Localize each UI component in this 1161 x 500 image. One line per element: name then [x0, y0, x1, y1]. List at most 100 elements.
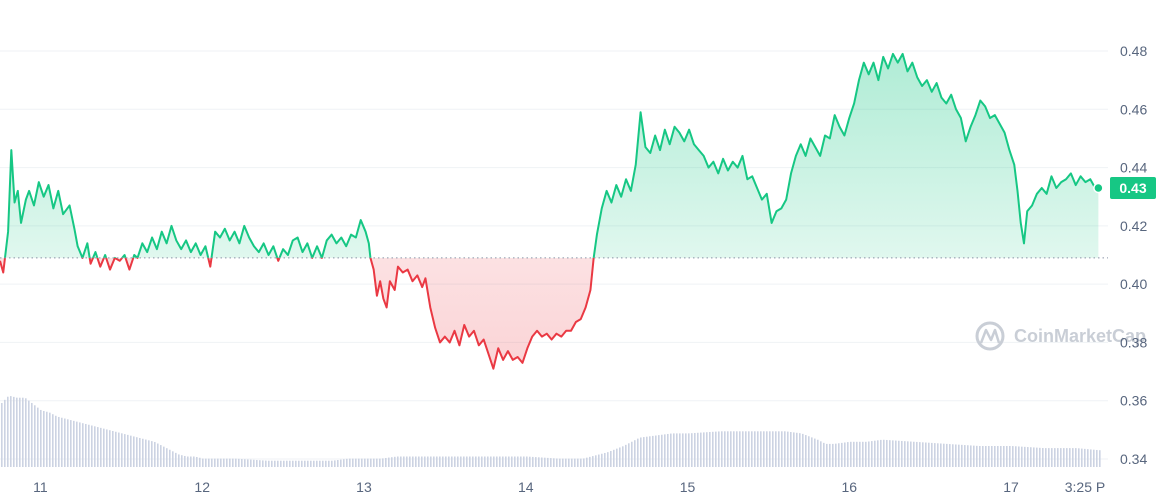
- volume-bar: [319, 460, 321, 467]
- volume-bar: [52, 414, 54, 467]
- volume-bar: [988, 446, 990, 467]
- volume-bar: [1051, 448, 1053, 467]
- volume-bar: [493, 456, 495, 467]
- volume-bar: [544, 457, 546, 467]
- volume-bar: [157, 443, 159, 467]
- volume-bar: [358, 458, 360, 467]
- volume-bar: [955, 444, 957, 467]
- volume-bar: [895, 440, 897, 467]
- volume-bar: [523, 456, 525, 467]
- volume-bar: [334, 460, 336, 467]
- volume-bar: [514, 456, 516, 467]
- volume-bar: [484, 456, 486, 467]
- volume-bar: [448, 456, 450, 467]
- x-tick-label: 14: [518, 479, 534, 495]
- volume-bar: [88, 424, 90, 467]
- volume-bar: [19, 397, 21, 467]
- volume-bar: [700, 432, 702, 467]
- volume-bar: [337, 460, 339, 467]
- volume-bar: [556, 458, 558, 467]
- volume-bar: [751, 431, 753, 467]
- volume-bar: [223, 458, 225, 467]
- volume-bar: [784, 431, 786, 467]
- volume-bar: [832, 443, 834, 467]
- volume-bar: [961, 444, 963, 467]
- volume-bar: [694, 432, 696, 467]
- volume-bar: [388, 457, 390, 467]
- volume-bar: [433, 456, 435, 467]
- volume-bar: [1054, 448, 1056, 467]
- volume-bar: [757, 431, 759, 467]
- volume-bar: [145, 439, 147, 467]
- volume-bar: [436, 456, 438, 467]
- volume-bar: [421, 456, 423, 467]
- volume-bar: [898, 440, 900, 467]
- volume-bar: [307, 460, 309, 467]
- volume-bar: [943, 443, 945, 467]
- volume-bar: [778, 431, 780, 467]
- volume-bar: [727, 431, 729, 467]
- volume-bar: [1027, 447, 1029, 467]
- volume-bar: [802, 433, 804, 467]
- x-tick-label: 15: [680, 479, 696, 495]
- volume-bar: [55, 415, 57, 467]
- volume-bar: [583, 458, 585, 467]
- volume-bar: [718, 431, 720, 467]
- volume-bar: [868, 441, 870, 467]
- coinmarketcap-logo-icon: [975, 321, 1005, 351]
- volume-bar: [40, 409, 42, 467]
- volume-bar: [667, 433, 669, 467]
- volume-bar: [502, 456, 504, 467]
- volume-bar: [1015, 446, 1017, 467]
- volume-bar: [190, 456, 192, 467]
- volume-bar: [508, 456, 510, 467]
- volume-bar: [331, 460, 333, 467]
- volume-bar: [568, 458, 570, 467]
- volume-bar: [481, 456, 483, 467]
- volume-bar: [130, 435, 132, 467]
- volume-bar: [874, 440, 876, 467]
- volume-bar: [574, 458, 576, 467]
- volume-bar: [571, 458, 573, 467]
- volume-bar: [67, 419, 69, 467]
- volume-bar: [106, 429, 108, 467]
- volume-bar: [277, 460, 279, 467]
- volume-bar: [487, 456, 489, 467]
- volume-bar: [232, 458, 234, 467]
- volume-bar: [883, 439, 885, 467]
- volume-bar: [238, 458, 240, 467]
- volume-bar: [754, 431, 756, 467]
- volume-bar: [676, 433, 678, 467]
- volume-bar: [1096, 449, 1098, 467]
- volume-bar: [790, 432, 792, 467]
- volume-bar: [1033, 447, 1035, 467]
- volume-bar: [1099, 450, 1101, 467]
- volume-bar: [610, 450, 612, 467]
- x-axis: 11 12 13 14 15 16 17 3:25 P: [33, 479, 1105, 495]
- volume-bar: [376, 458, 378, 467]
- volume-bar: [280, 460, 282, 467]
- volume-bar: [973, 445, 975, 467]
- volume-bar: [850, 441, 852, 467]
- watermark-text: CoinMarketCap: [1014, 326, 1146, 346]
- volume-bar: [295, 460, 297, 467]
- volume-bar: [808, 436, 810, 467]
- volume-bar: [670, 433, 672, 467]
- volume-bar: [256, 459, 258, 467]
- volume-bar: [631, 441, 633, 467]
- volume-bar: [160, 445, 162, 467]
- volume-bar: [1063, 448, 1065, 467]
- volume-bar: [604, 452, 606, 467]
- volume-bar: [196, 456, 198, 467]
- volume-bar: [463, 456, 465, 467]
- volume-bar: [166, 448, 168, 467]
- volume-bar: [916, 441, 918, 467]
- volume-bar: [310, 460, 312, 467]
- volume-bar: [640, 437, 642, 467]
- y-tick-label: 0.38: [1120, 334, 1147, 350]
- volume-bar: [325, 460, 327, 467]
- volume-bar: [328, 460, 330, 467]
- volume-bar: [271, 460, 273, 467]
- volume-bar: [313, 460, 315, 467]
